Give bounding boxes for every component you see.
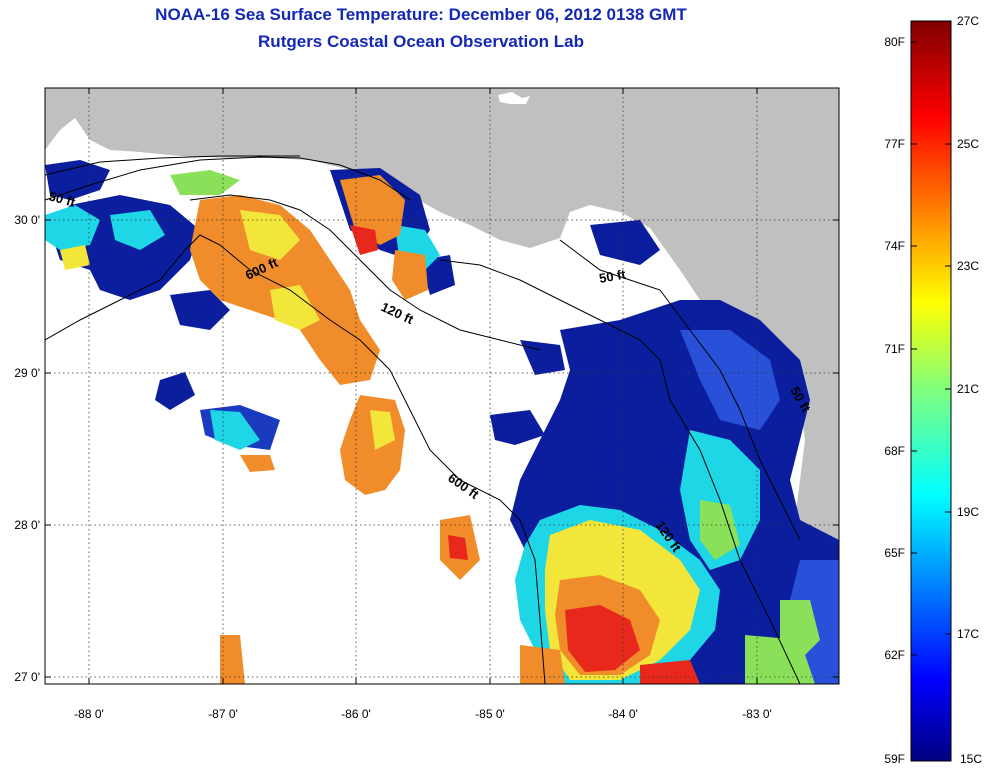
lat-tick-label: 28 0' [14,518,40,532]
colorbar-c-label: 25C [957,137,979,151]
colorbar-f-label: 59F [884,752,905,766]
colorbar-f-label: 71F [884,342,905,356]
lon-tick-label: -87 0' [208,707,238,721]
colorbar-f-label: 80F [884,35,905,49]
colorbar-c-label: 21C [957,382,979,396]
colorbar-c-label: 17C [957,627,979,641]
contour-label: 50 ft [598,266,628,286]
map-subtitle: Rutgers Coastal Ocean Observation Lab [258,32,584,51]
colorbar-f-label: 62F [884,648,905,662]
lon-tick-label: -85 0' [475,707,505,721]
lon-tick-label: -88 0' [74,707,104,721]
lon-tick-label: -83 0' [742,707,772,721]
lat-tick-label: 30 0' [14,213,40,227]
colorbar-c-label: 15C [960,752,982,766]
lat-tick-label: 29 0' [14,366,40,380]
colorbar-f-label: 77F [884,137,905,151]
lat-tick-label: 27 0' [14,670,40,684]
colorbar-f-label: 68F [884,444,905,458]
lon-tick-label: -86 0' [341,707,371,721]
colorbar-c-label: 23C [957,259,979,273]
colorbar-f-label: 65F [884,546,905,560]
map-title: NOAA-16 Sea Surface Temperature: Decembe… [155,5,687,24]
colorbar-f-label: 74F [884,239,905,253]
colorbar-c-label: 27C [957,14,979,28]
contour-label: 50 ft [47,188,77,210]
colorbar-c-label: 19C [957,505,979,519]
map-frame [44,87,840,685]
colorbar [911,21,951,761]
lon-tick-label: -84 0' [608,707,638,721]
